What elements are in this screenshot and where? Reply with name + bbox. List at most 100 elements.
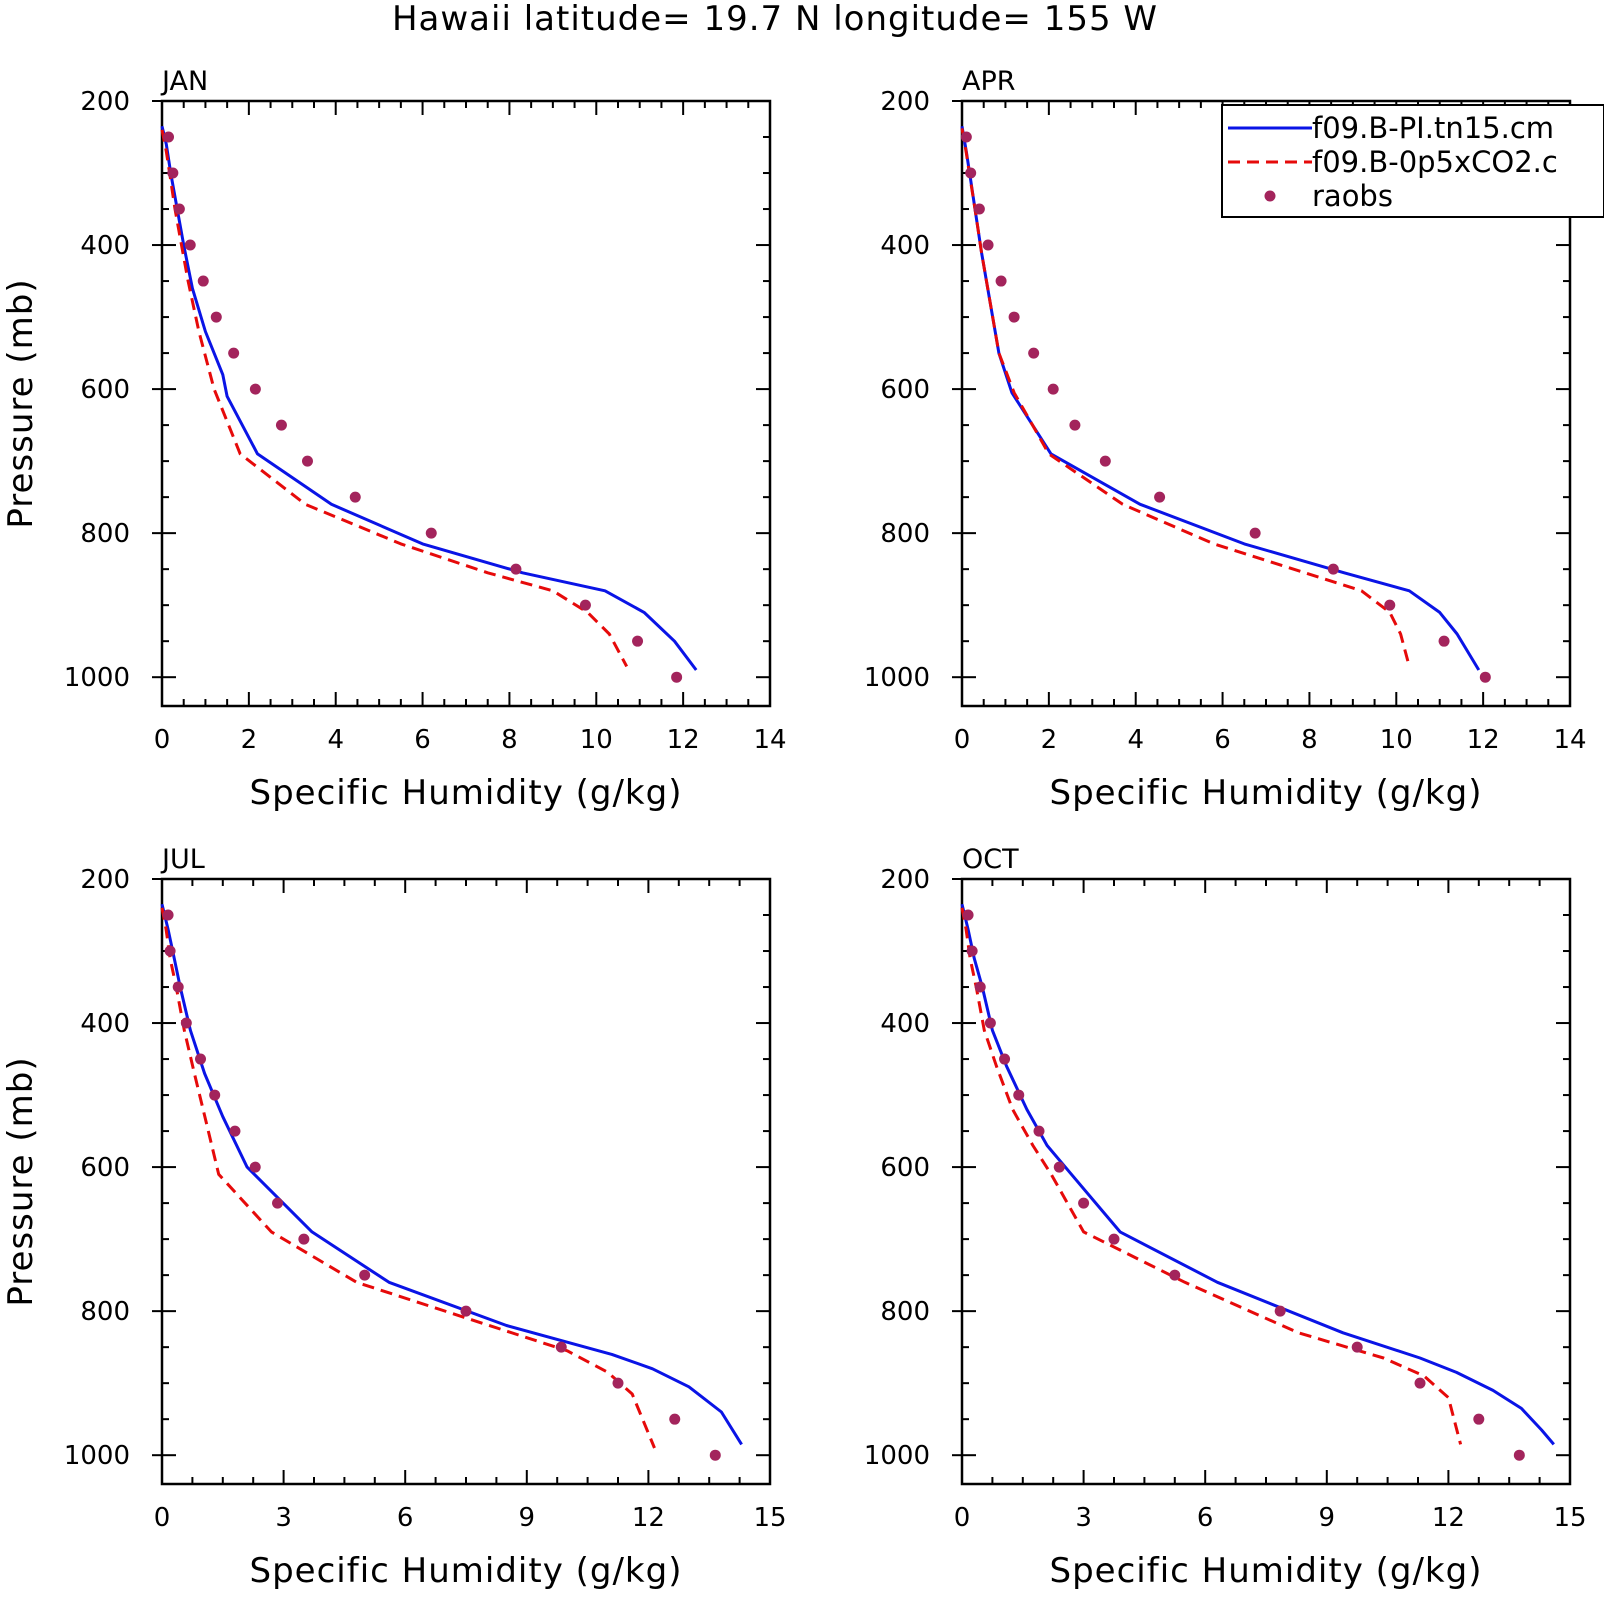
- raobs-point: [965, 167, 977, 179]
- x-axis-title: Specific Humidity (g/kg): [1050, 1551, 1483, 1591]
- x-tick-label: 0: [954, 1503, 971, 1533]
- series-line-f09-b-0p5xco2-c: [960, 907, 1463, 1445]
- raobs-point: [709, 1449, 721, 1461]
- raobs-point: [510, 563, 522, 575]
- legend-entry-f09-b-0p5xco2-c: f09.B-0p5xCO2.c: [1228, 145, 1558, 179]
- x-axis-title: Specific Humidity (g/kg): [250, 1551, 683, 1591]
- raobs-point: [349, 491, 361, 503]
- raobs-point: [1414, 1377, 1426, 1389]
- raobs-point: [1069, 419, 1081, 431]
- x-tick-label: 12: [1432, 1503, 1465, 1533]
- raobs-point: [172, 981, 184, 993]
- figure-title: Hawaii latitude= 19.7 N longitude= 155 W: [392, 0, 1158, 39]
- chart-panels: JAN 0 2 4 6 8 10 12 14 200 400 600 800 1000 Specific H…: [1, 66, 1587, 1591]
- y-tick-label: 400: [880, 1009, 930, 1039]
- raobs-point: [275, 419, 287, 431]
- raobs-point: [555, 1341, 567, 1353]
- x-tick-label: 8: [1301, 725, 1318, 755]
- panel-jan: JAN 0 2 4 6 8 10 12 14 200 400 600 800 1000 Specific H…: [1, 66, 787, 813]
- raobs-point: [228, 347, 240, 359]
- y-tick-label: 600: [80, 375, 130, 405]
- x-tick-label: 2: [1041, 725, 1058, 755]
- x-tick-label: 12: [667, 725, 700, 755]
- y-tick-label: 200: [80, 865, 130, 895]
- x-tick-label: 10: [1380, 725, 1413, 755]
- panel-label: APR: [962, 66, 1016, 97]
- raobs-point: [1351, 1341, 1363, 1353]
- raobs-point: [671, 671, 683, 683]
- raobs-point: [249, 1161, 261, 1173]
- series-line-f09-b-pi-tn15-cm: [160, 125, 698, 671]
- raobs-point: [1099, 455, 1111, 467]
- y-tick-label: 800: [880, 1297, 930, 1327]
- raobs-point: [1008, 311, 1020, 323]
- y-tick-label: 800: [80, 519, 130, 549]
- raobs-point: [210, 311, 222, 323]
- series-line-f09-b-pi-tn15-cm: [160, 903, 743, 1446]
- raobs-point: [1274, 1305, 1286, 1317]
- plot-frame: [160, 877, 772, 1486]
- y-axis-title: Pressure (mb): [1, 278, 41, 528]
- raobs-point: [1249, 527, 1261, 539]
- y-tick-label: 400: [80, 1009, 130, 1039]
- y-tick-label: 1000: [64, 1441, 130, 1471]
- y-tick-label: 400: [80, 231, 130, 261]
- plot-frame: [960, 877, 1572, 1486]
- raobs-point: [1479, 671, 1491, 683]
- y-tick-label: 800: [880, 519, 930, 549]
- raobs-point: [1327, 563, 1339, 575]
- x-tick-label: 0: [154, 1503, 171, 1533]
- x-tick-label: 4: [327, 725, 344, 755]
- raobs-point: [272, 1197, 284, 1209]
- x-tick-label: 15: [753, 1503, 786, 1533]
- series-line-f09-b-0p5xco2-c: [160, 907, 656, 1449]
- raobs-point: [359, 1269, 371, 1281]
- raobs-point: [1513, 1449, 1525, 1461]
- y-tick-label: 200: [880, 87, 930, 117]
- panel-label: JAN: [160, 66, 208, 97]
- raobs-point: [1078, 1197, 1090, 1209]
- y-tick-label: 1000: [64, 663, 130, 693]
- series-line-f09-b-0p5xco2-c: [960, 128, 1411, 667]
- x-tick-label: 14: [753, 725, 786, 755]
- raobs-point: [209, 1089, 221, 1101]
- raobs-point: [982, 239, 994, 251]
- raobs-point: [301, 455, 313, 467]
- raobs-point: [184, 239, 196, 251]
- raobs-point: [966, 945, 978, 957]
- series-line-f09-b-0p5xco2-c: [160, 129, 629, 668]
- series-raobs: [962, 909, 1525, 1461]
- legend-entry-f09-b-pi-tn15-cm: f09.B-PI.tn15.cm: [1228, 111, 1554, 145]
- raobs-point: [249, 383, 261, 395]
- raobs-point: [1154, 491, 1166, 503]
- y-tick-label: 1000: [864, 1441, 930, 1471]
- raobs-point: [974, 981, 986, 993]
- x-tick-label: 12: [1467, 725, 1500, 755]
- raobs-point: [163, 131, 175, 143]
- raobs-point: [1047, 383, 1059, 395]
- x-tick-label: 6: [414, 725, 431, 755]
- y-tick-label: 600: [880, 375, 930, 405]
- raobs-point: [579, 599, 591, 611]
- raobs-point: [167, 167, 179, 179]
- panel-label: OCT: [962, 844, 1019, 875]
- raobs-point: [612, 1377, 624, 1389]
- raobs-point: [960, 131, 972, 143]
- y-tick-label: 600: [880, 1153, 930, 1183]
- x-tick-label: 8: [501, 725, 518, 755]
- raobs-point: [298, 1233, 310, 1245]
- raobs-point: [229, 1125, 241, 1137]
- raobs-point: [1028, 347, 1040, 359]
- x-axis-title: Specific Humidity (g/kg): [1050, 773, 1483, 813]
- series-line-f09-b-pi-tn15-cm: [960, 903, 1555, 1446]
- raobs-point: [669, 1413, 681, 1425]
- y-tick-label: 1000: [864, 663, 930, 693]
- y-tick-label: 400: [880, 231, 930, 261]
- legend-label: raobs: [1312, 179, 1393, 213]
- raobs-point: [1033, 1125, 1045, 1137]
- raobs-point: [173, 203, 185, 215]
- raobs-point: [962, 909, 974, 921]
- x-tick-label: 9: [519, 1503, 536, 1533]
